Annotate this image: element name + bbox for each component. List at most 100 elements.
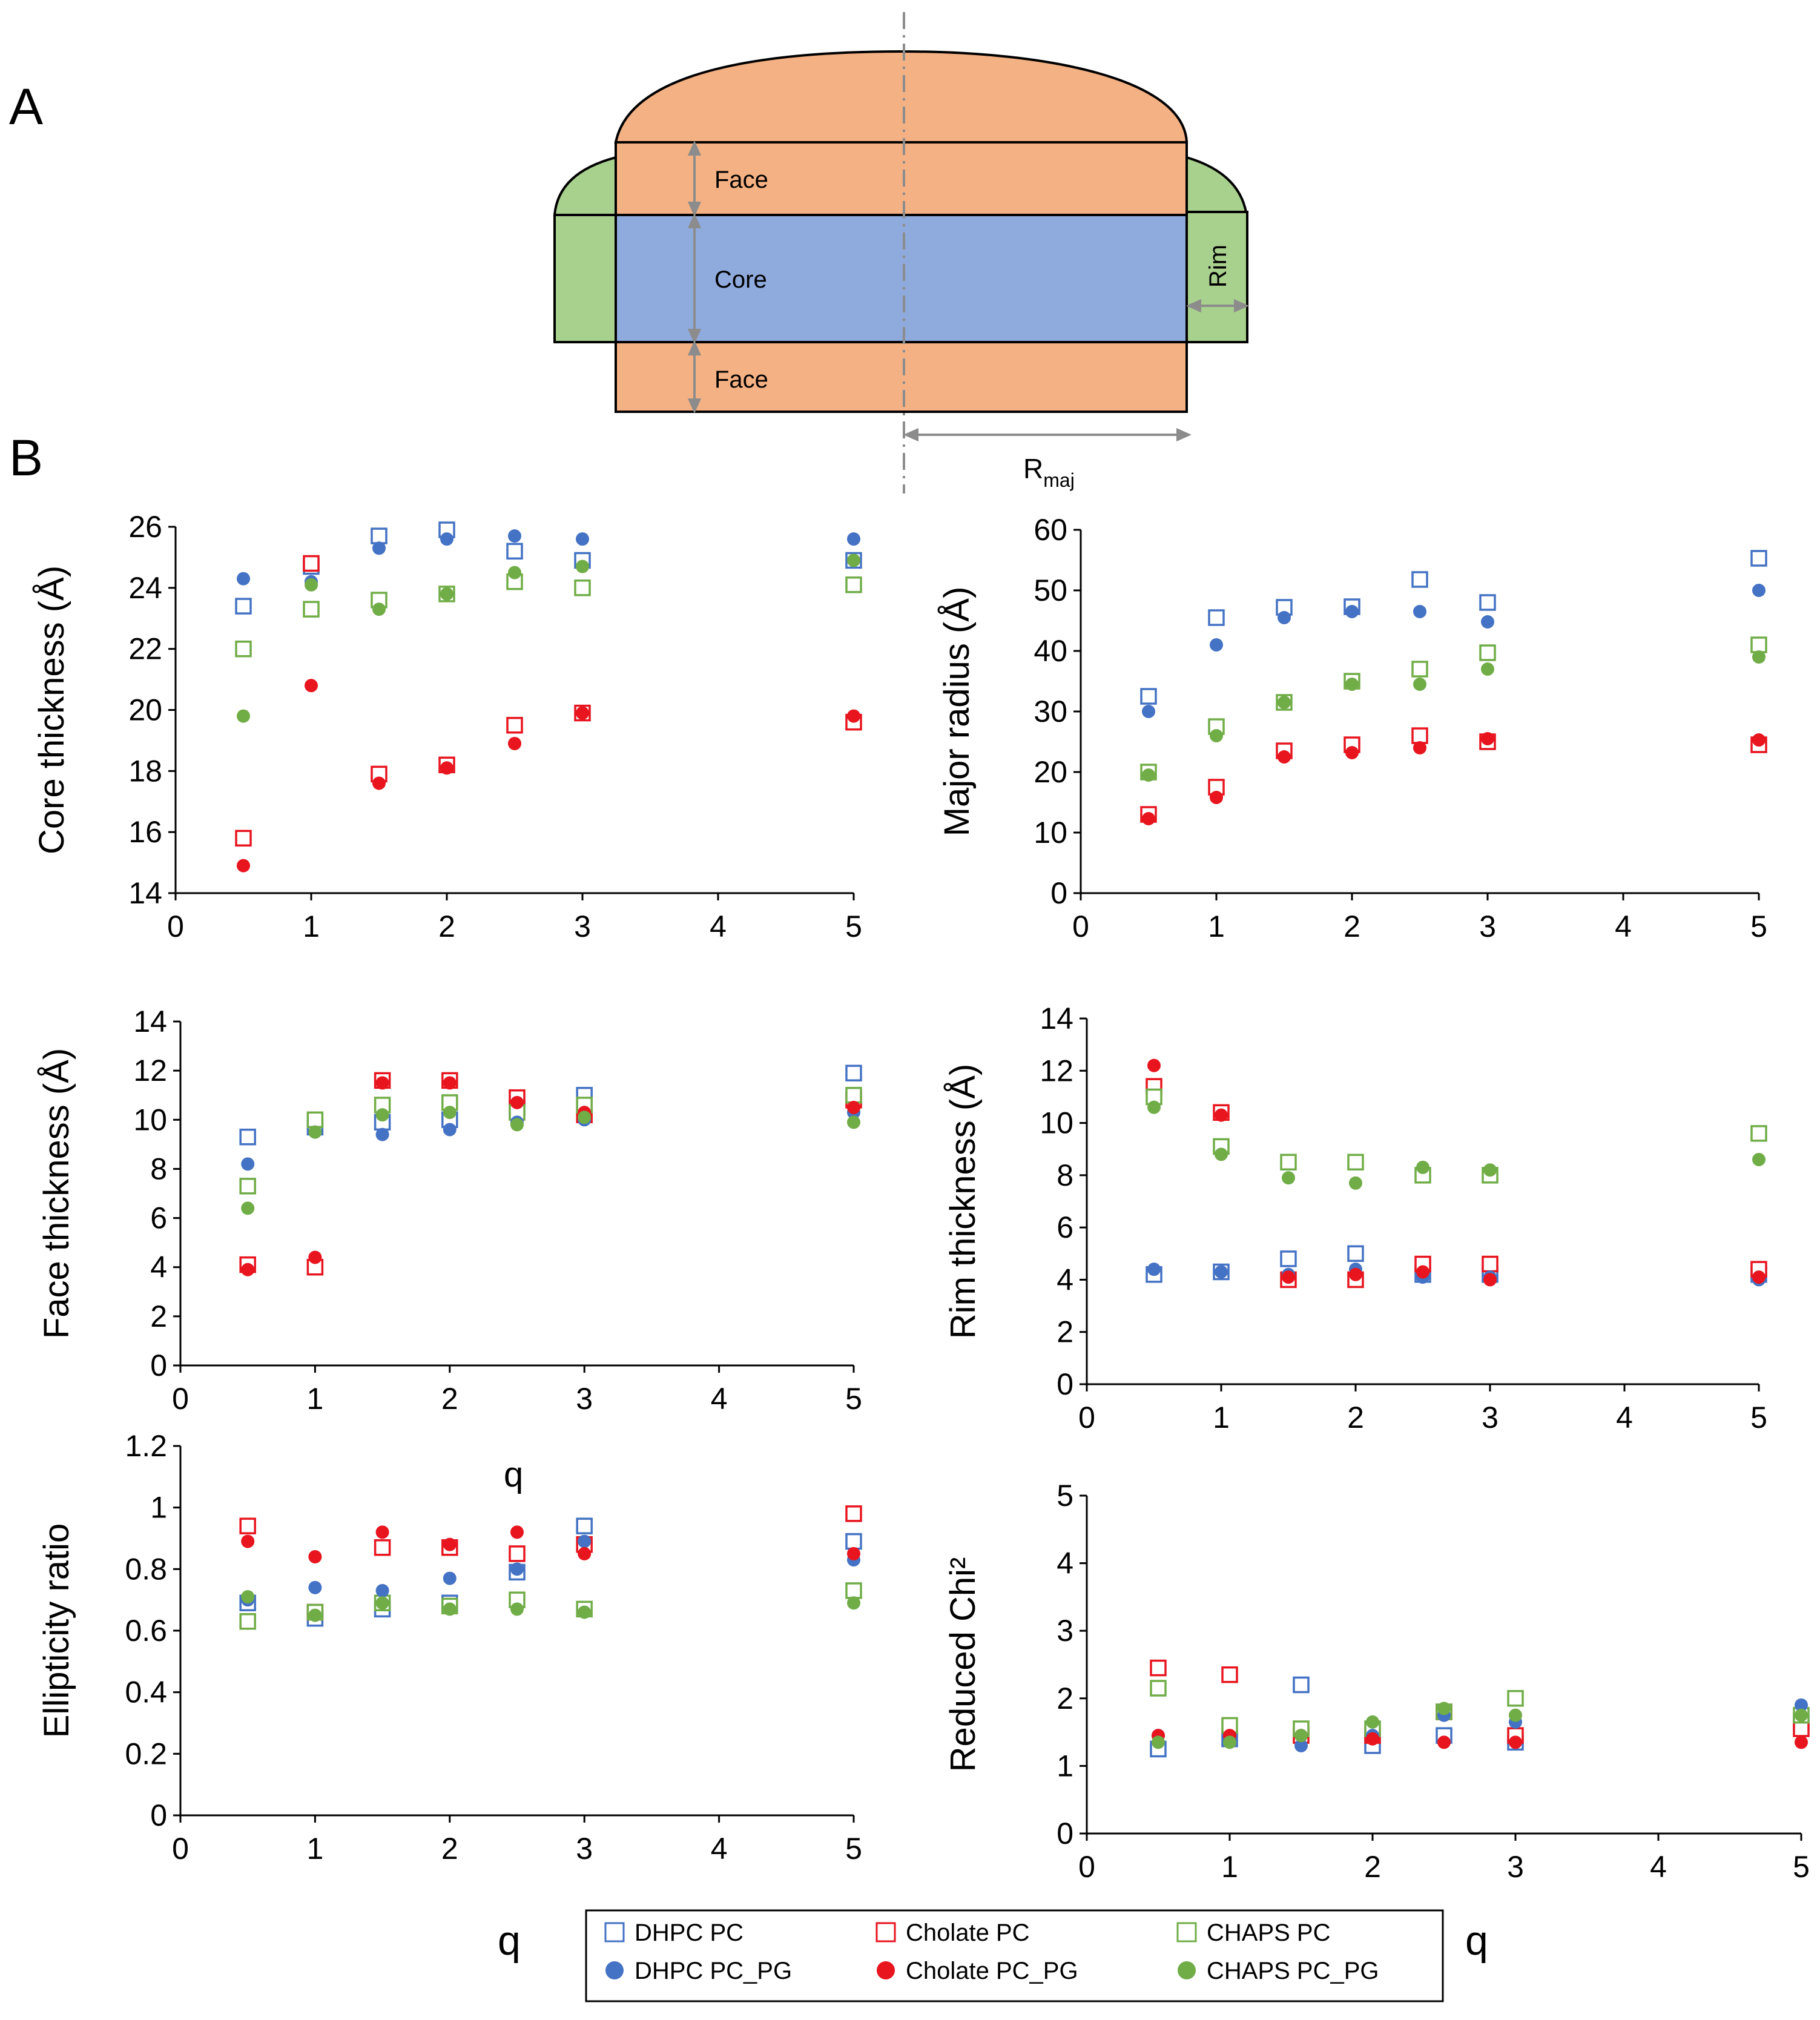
data-point [1282, 1171, 1295, 1185]
y-axis-label: Face thickness (Å) [37, 1048, 76, 1339]
chart-major-radius: 0 10 20 30 40 50 60 0 1 2 3 4 5 Major radius (Å) [937, 513, 1767, 943]
data-point [1479, 594, 1496, 611]
data-point [303, 555, 320, 572]
data-point [845, 1505, 862, 1522]
legend-entry-cholate-pc-pg: Cholate PC_PG [877, 1958, 1078, 1984]
data-point [1750, 636, 1767, 653]
data-point [1752, 733, 1766, 747]
data-point [375, 1525, 389, 1539]
y-tick-label: 14 [128, 876, 162, 910]
data-point [576, 532, 589, 546]
bicelle-diagram: Face Core Face Rim Rmaj [553, 12, 1249, 493]
data-point [372, 602, 386, 616]
y-tick-label: 14 [1040, 1002, 1073, 1035]
data-point [239, 1178, 256, 1195]
x-tick-label: 1 [1213, 1401, 1230, 1434]
data-point [308, 1580, 322, 1594]
data-point [308, 1125, 322, 1139]
y-axis-label: Major radius (Å) [937, 587, 977, 837]
data-point [308, 1250, 322, 1264]
series-dhpc-pc [1146, 1245, 1767, 1283]
series-chaps-pc-pg [241, 1590, 860, 1622]
y-tick-label: 10 [1040, 1106, 1073, 1140]
series-dhpc-pc [239, 1517, 862, 1627]
data-point [508, 566, 521, 579]
y-tick-label: 5 [1057, 1479, 1073, 1513]
data-point [235, 598, 252, 615]
y-tick-label: 30 [1034, 695, 1067, 728]
x-tick-label: 0 [1078, 1850, 1095, 1884]
data-point [239, 1128, 256, 1146]
y-tick-label: 12 [133, 1054, 167, 1088]
data-point [237, 572, 250, 586]
x-tick-label: 2 [1344, 909, 1360, 943]
data-point [1366, 1715, 1379, 1729]
data-point [576, 706, 589, 720]
data-point [241, 1534, 255, 1548]
data-point [576, 559, 589, 573]
data-point [1345, 678, 1359, 691]
y-tick-label: 3 [1057, 1614, 1073, 1648]
data-point [1147, 1058, 1161, 1072]
series-chaps-pc-pg [241, 1106, 860, 1215]
data-point [1411, 571, 1428, 588]
data-point [1140, 688, 1157, 705]
data-point [443, 1602, 457, 1616]
y-tick-label: 10 [1034, 816, 1067, 850]
dimension-arrows [687, 140, 1249, 442]
x-tick-label: 3 [1479, 909, 1496, 943]
data-point [1411, 661, 1428, 678]
y-tick-label: 0.6 [125, 1614, 167, 1648]
data-point [1215, 1147, 1228, 1161]
y-tick-label: 60 [1034, 513, 1067, 547]
x-tick-label: 2 [441, 1832, 458, 1866]
data-point [1223, 1735, 1236, 1749]
series-chaps-pc [235, 573, 862, 658]
data-point [1416, 1160, 1429, 1174]
data-point [847, 1101, 860, 1114]
data-point [1795, 1708, 1808, 1722]
data-point [308, 1608, 322, 1622]
series-dhpc-pc [235, 521, 862, 615]
y-tick-label: 2 [150, 1299, 167, 1333]
series-cholate-pc [1140, 727, 1767, 823]
face-top-dome [614, 50, 1189, 144]
x-tick-label: 0 [167, 909, 184, 943]
x-tick-label: 1 [303, 909, 320, 943]
data-point [371, 527, 387, 544]
series-cholate-pc-pg [1152, 1729, 1808, 1749]
data-point [443, 1076, 457, 1090]
x-tick-label: 2 [1347, 1401, 1364, 1434]
x-tick-label: 0 [1078, 1401, 1095, 1434]
data-point [1294, 1729, 1308, 1743]
x-tick-label: 4 [711, 1382, 728, 1416]
data-point [440, 587, 453, 601]
data-point [1482, 1255, 1499, 1273]
data-point [1282, 1270, 1295, 1284]
x-tick-label: 1 [1208, 909, 1225, 943]
legend-marker [877, 1961, 895, 1979]
data-point [847, 1546, 860, 1560]
data-point [1208, 609, 1225, 626]
data-point [1752, 650, 1766, 664]
core-label: Core [714, 266, 767, 293]
data-point [1413, 678, 1426, 691]
y-tick-label: 4 [1057, 1546, 1073, 1580]
data-point [1278, 750, 1291, 764]
data-point [375, 1076, 389, 1090]
data-point [574, 579, 591, 596]
y-tick-label: 16 [128, 815, 162, 849]
x-tick-label: 2 [1364, 1850, 1381, 1884]
data-point [1278, 611, 1291, 624]
x-tick-label: 2 [438, 909, 455, 943]
legend-entry-chaps-pc: CHAPS PC [1176, 1919, 1331, 1946]
data-point [1366, 1732, 1379, 1746]
y-tick-label: 12 [1040, 1054, 1073, 1088]
data-point [578, 1605, 592, 1619]
data-point [241, 1262, 255, 1276]
data-point [374, 1539, 391, 1556]
series-dhpc-pc-pg [241, 1106, 860, 1171]
series-chaps-pc-pg [1147, 1100, 1766, 1190]
x-tick-label: 1 [1221, 1850, 1238, 1884]
series-cholate-pc-pg [1147, 1058, 1766, 1287]
